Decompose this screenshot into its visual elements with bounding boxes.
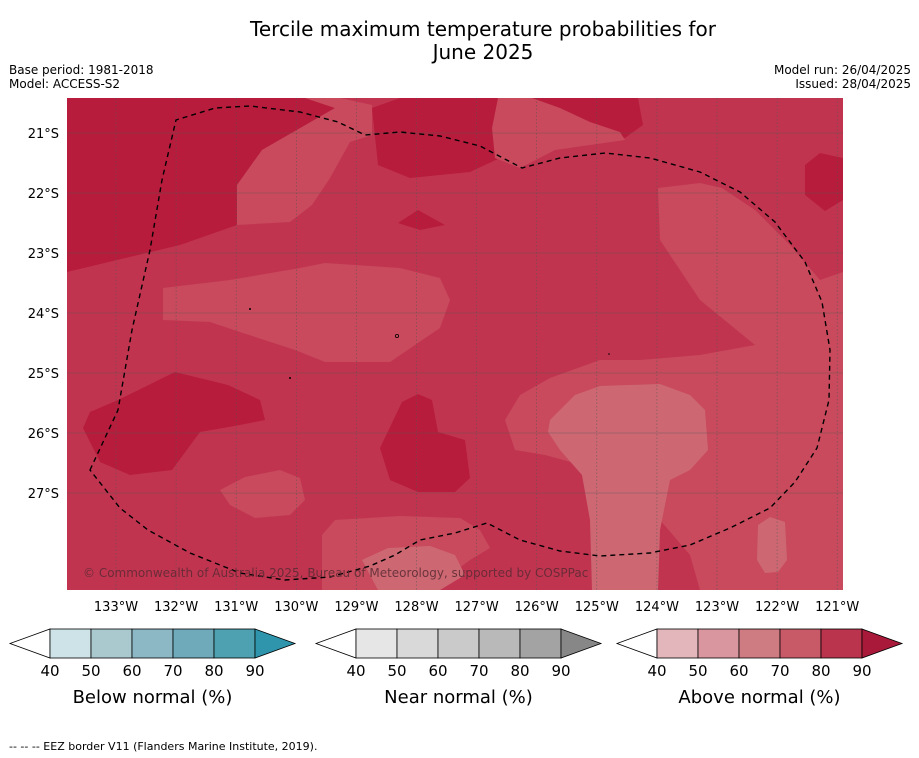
near-normal-high-extend — [560, 628, 603, 659]
near-normal-swatch — [355, 628, 398, 659]
below-normal-swatch — [131, 628, 174, 659]
above-normal-swatch — [820, 628, 863, 659]
near-normal-swatch — [396, 628, 439, 659]
above-normal-title: Above normal (%) — [678, 687, 840, 708]
longitude-label: 124°W — [635, 600, 679, 615]
below-normal-tick-label: 50 — [81, 662, 100, 680]
above-normal-tick-label: 50 — [688, 662, 707, 680]
eez-border — [89, 105, 831, 581]
prob-region-80 — [83, 372, 265, 475]
colorbar-below-normal: 40 50 60 70 80 90 Below normal (%) — [8, 628, 297, 708]
above-normal-tick-label: 80 — [811, 662, 830, 680]
below-normal-tick-label: 70 — [163, 662, 182, 680]
eez-footnote: -- -- -- EEZ border V11 (Flanders Marine… — [9, 740, 318, 753]
near-normal-tick-label: 40 — [346, 662, 365, 680]
above-normal-tick-label: 40 — [647, 662, 666, 680]
longitude-label: 130°W — [274, 600, 318, 615]
latitude-label: 22°S — [28, 187, 59, 202]
near-normal-tick-label: 50 — [387, 662, 406, 680]
graticule — [67, 98, 843, 590]
latitude-label: 23°S — [28, 247, 59, 262]
copyright-text: © Commonwealth of Australia 2025, Bureau… — [83, 566, 588, 580]
below-normal-tick-label: 60 — [122, 662, 141, 680]
longitude-label: 126°W — [515, 600, 559, 615]
prob-region-50 — [362, 546, 465, 590]
prob-region-50 — [757, 517, 787, 573]
latitude-label: 24°S — [28, 307, 59, 322]
longitude-label: 132°W — [154, 600, 198, 615]
island-mark — [289, 377, 291, 379]
meta-left: Base period: 1981-2018 Model: ACCESS-S2 — [9, 63, 154, 91]
above-normal-swatch — [656, 628, 699, 659]
prob-region-60 — [505, 183, 843, 590]
colorbar-near-normal: 40 50 60 70 80 90 Near normal (%) — [314, 628, 603, 708]
longitude-label: 133°W — [94, 600, 138, 615]
colorbar-above-normal: 40 50 60 70 80 90 Above normal (%) — [615, 628, 904, 708]
near-normal-title: Near normal (%) — [384, 687, 533, 708]
below-normal-swatch — [172, 628, 215, 659]
near-normal-tick-label: 90 — [551, 662, 570, 680]
meta-right: Model run: 26/04/2025 Issued: 28/04/2025 — [774, 63, 911, 91]
latitude-label: 21°S — [28, 127, 59, 142]
title-line-1: Tercile maximum temperature probabilitie… — [250, 17, 716, 41]
island-mark — [608, 353, 610, 355]
prob-region-60 — [220, 470, 305, 518]
prob-region-50 — [548, 384, 708, 590]
above-normal-tick-label: 60 — [729, 662, 748, 680]
longitude-labels: 133°W 132°W 131°W 130°W 129°W 128°W 127°W 126°W… — [94, 600, 860, 615]
below-normal-swatch — [213, 628, 256, 659]
below-normal-low-extend — [8, 628, 51, 659]
below-normal-tick-label: 40 — [40, 662, 59, 680]
island-mark — [394, 333, 399, 338]
title-line-2: June 2025 — [432, 40, 534, 64]
map-area: © Commonwealth of Australia 2025, Bureau… — [67, 98, 843, 590]
above-normal-swatch — [779, 628, 822, 659]
near-normal-swatch — [478, 628, 521, 659]
below-normal-title: Below normal (%) — [73, 687, 233, 708]
longitude-label: 128°W — [394, 600, 438, 615]
below-normal-high-extend — [254, 628, 297, 659]
above-normal-swatch — [697, 628, 740, 659]
map-title: Tercile maximum temperature probabilitie… — [0, 18, 919, 64]
prob-region-60 — [163, 263, 450, 362]
near-normal-swatch — [519, 628, 562, 659]
longitude-label: 122°W — [755, 600, 799, 615]
latitude-label: 25°S — [28, 367, 59, 382]
model-name: Model: ACCESS-S2 — [9, 77, 121, 91]
below-normal-swatch — [90, 628, 133, 659]
below-normal-tick-label: 90 — [245, 662, 264, 680]
latitude-label: 27°S — [28, 487, 59, 502]
latitude-labels: 21°S 22°S 23°S 24°S 25°S 26°S 27°S — [28, 127, 59, 502]
prob-region-80 — [805, 153, 843, 211]
model-run: Model run: 26/04/2025 — [773, 63, 911, 77]
above-normal-low-extend — [615, 628, 658, 659]
prob-region-80 — [380, 394, 470, 492]
latitude-label: 26°S — [28, 427, 59, 442]
longitude-label: 129°W — [334, 600, 378, 615]
near-normal-low-extend — [314, 628, 357, 659]
near-normal-tick-label: 70 — [469, 662, 488, 680]
below-normal-tick-label: 80 — [204, 662, 223, 680]
prob-region-80 — [398, 210, 445, 230]
island-mark — [249, 308, 251, 310]
near-normal-swatch — [437, 628, 480, 659]
near-normal-tick-label: 80 — [510, 662, 529, 680]
above-normal-tick-label: 90 — [852, 662, 871, 680]
above-normal-tick-label: 70 — [770, 662, 789, 680]
longitude-label: 131°W — [214, 600, 258, 615]
longitude-label: 121°W — [815, 600, 859, 615]
base-period: Base period: 1981-2018 — [9, 63, 154, 77]
issued-date: Issued: 28/04/2025 — [795, 77, 911, 91]
above-normal-high-extend — [861, 628, 904, 659]
longitude-label: 127°W — [455, 600, 499, 615]
longitude-label: 125°W — [575, 600, 619, 615]
near-normal-tick-label: 60 — [428, 662, 447, 680]
below-normal-swatch — [49, 628, 92, 659]
prob-region-80 — [67, 98, 335, 272]
above-normal-swatch — [738, 628, 781, 659]
longitude-label: 123°W — [695, 600, 739, 615]
